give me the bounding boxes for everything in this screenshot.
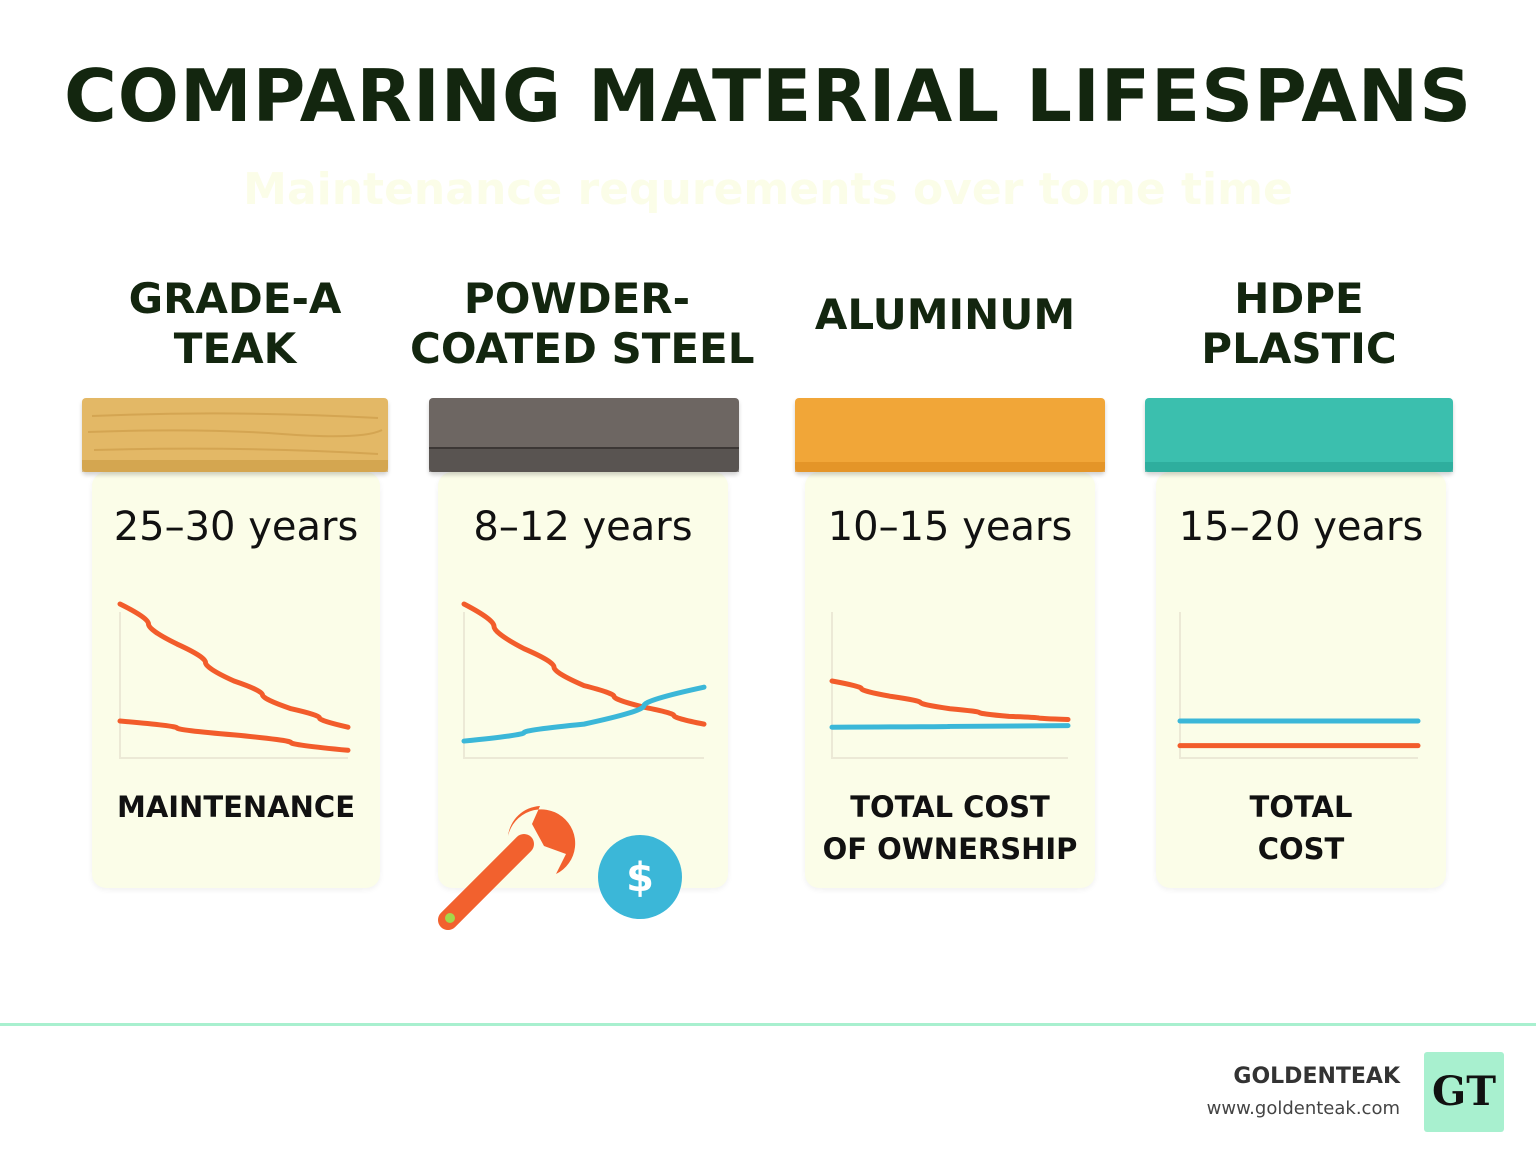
cap-edge xyxy=(795,462,1105,472)
material-heading-teak: GRADE-A TEAK xyxy=(82,274,388,374)
hdpe-cap-detail xyxy=(1145,462,1453,472)
lifespan-value: 8–12 years xyxy=(473,504,693,550)
wood-grain-line xyxy=(87,429,383,438)
material-name-line2: TEAK xyxy=(173,324,297,373)
chart-series-line-2 xyxy=(461,684,707,744)
brand-url[interactable]: www.goldenteak.com xyxy=(1206,1098,1400,1119)
metric-label-line2: COST xyxy=(1257,832,1345,866)
cap-edge xyxy=(429,448,739,472)
chart-series-line-2 xyxy=(829,723,1071,730)
chart-axis xyxy=(463,612,704,759)
chart-axis xyxy=(1179,612,1418,759)
metric-label: TOTAL COST OF OWNERSHIP xyxy=(805,786,1095,870)
material-card-hdpe: 15–20 years TOTAL COST xyxy=(1156,472,1446,888)
material-card-teak: 25–30 years MAINTENANCE xyxy=(92,472,380,888)
aluminum-cap-detail xyxy=(795,462,1105,472)
brand-name: GOLDENTEAK xyxy=(1233,1064,1400,1089)
material-heading-hdpe: HDPE PLASTIC xyxy=(1145,274,1453,374)
wrench-icon xyxy=(438,806,576,930)
wood-grain-line xyxy=(91,412,379,419)
chart-series-line-1 xyxy=(117,601,351,730)
page-subtitle: Maintenance requrements over tome time xyxy=(243,164,1293,215)
teak-material-cap xyxy=(82,398,388,472)
cap-edge xyxy=(1145,462,1453,472)
chart-axis xyxy=(831,612,1068,759)
footer-divider xyxy=(0,1023,1536,1026)
material-name-line2: COATED STEEL xyxy=(410,324,755,373)
wrench-handle xyxy=(438,834,534,930)
lifespan-value: 15–20 years xyxy=(1178,504,1424,550)
metric-label-line2: OF OWNERSHIP xyxy=(822,832,1078,866)
material-name-line1: ALUMINUM xyxy=(814,290,1076,339)
maintenance-chart-teak xyxy=(117,601,351,759)
metric-label-line1: TOTAL xyxy=(1249,790,1353,824)
dollar-symbol: $ xyxy=(626,855,654,901)
wood-grain-line xyxy=(93,447,379,455)
metric-label: TOTAL COST xyxy=(1156,786,1446,870)
metric-label-line1: TOTAL COST xyxy=(850,790,1050,824)
steel-material-cap xyxy=(429,398,739,472)
material-name-line1: POWDER- xyxy=(463,274,691,323)
wood-grain-pattern xyxy=(82,412,388,472)
lifespan-value: 25–30 years xyxy=(113,504,359,550)
wrench-head xyxy=(508,806,576,874)
chart-series-line-1 xyxy=(461,601,707,727)
material-name-line2: PLASTIC xyxy=(1201,324,1397,373)
material-card-steel: 8–12 years xyxy=(438,472,728,888)
metric-label: MAINTENANCE xyxy=(92,786,380,828)
dollar-circle xyxy=(598,835,682,919)
wrench-hole xyxy=(445,913,455,923)
page-title: COMPARING MATERIAL LIFESPANS xyxy=(63,54,1473,138)
cost-chart-hdpe xyxy=(1177,612,1421,759)
maintenance-chart-steel xyxy=(461,601,707,759)
material-card-aluminum: 10–15 years TOTAL COST OF OWNERSHIP xyxy=(805,472,1095,888)
metric-label-line1: MAINTENANCE xyxy=(116,790,356,824)
aluminum-material-cap xyxy=(795,398,1105,472)
cost-chart-aluminum xyxy=(829,612,1071,759)
material-heading-aluminum: ALUMINUM xyxy=(795,290,1095,340)
cap-edge xyxy=(82,460,388,472)
brand-logo: GT xyxy=(1424,1052,1504,1132)
chart-series-line-1 xyxy=(829,678,1071,722)
chart-series-line-2 xyxy=(117,718,351,753)
material-heading-steel: POWDER- COATED STEEL xyxy=(410,274,755,374)
chart-axis xyxy=(119,612,348,759)
material-name-line1: HDPE xyxy=(1234,274,1364,323)
dollar-icon: $ xyxy=(598,835,682,919)
material-name-line1: GRADE-A xyxy=(128,274,342,323)
steel-cap-detail xyxy=(429,447,739,472)
hdpe-material-cap xyxy=(1145,398,1453,472)
lifespan-value: 10–15 years xyxy=(827,504,1073,550)
